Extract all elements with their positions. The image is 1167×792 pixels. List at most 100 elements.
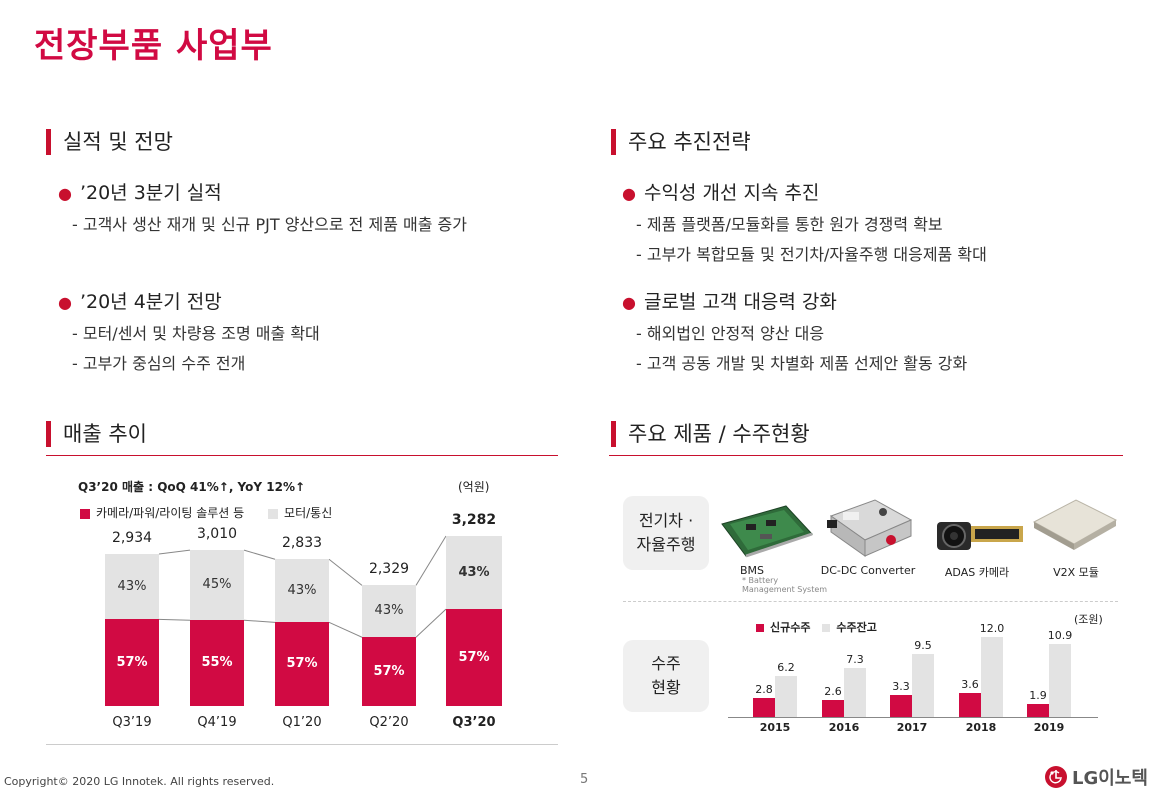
- orders-label-new: 3.3: [892, 680, 910, 693]
- orders-unit: (조원): [1074, 613, 1103, 626]
- connector-line: [158, 618, 191, 621]
- bar-segment-motor: [190, 550, 244, 621]
- connector-line: [328, 558, 363, 586]
- bullet-icon: ●: [622, 293, 636, 312]
- orders-year-label: 2015: [759, 721, 791, 734]
- connector-line: [415, 535, 447, 586]
- product-label-bms: BMS: [739, 564, 765, 577]
- bar-label-camera: 57%: [458, 649, 490, 665]
- dc-dc-converter-image: [827, 499, 913, 557]
- connector-line: [415, 608, 447, 638]
- row-divider: [623, 601, 1118, 602]
- product-label-v2x: V2X 모듈: [1053, 566, 1099, 579]
- x-axis-tick-label: Q4’19: [197, 715, 237, 730]
- legend-swatch: [80, 508, 90, 519]
- performance-list: ● ’20년 3분기 실적 - 고객사 생산 재개 및 신규 PJT 양산으로 전…: [58, 178, 467, 235]
- bullet-icon: ●: [58, 293, 72, 312]
- orders-label-new: 3.6: [961, 678, 979, 691]
- bar-segment-camera: [275, 622, 329, 706]
- orders-bar-new: [1027, 704, 1049, 717]
- orders-bar-backlog: [1049, 644, 1071, 717]
- orders-bar-backlog: [775, 675, 797, 717]
- performance-item-title: ● ’20년 3분기 실적: [58, 182, 222, 204]
- connector-line: [328, 621, 363, 638]
- strategy-item-sub: - 고객 공동 개발 및 차별화 제품 선제안 활동 강화: [636, 354, 968, 373]
- bar-label-camera: 57%: [286, 656, 318, 672]
- sales-summary: Q3’20 매출 : QoQ 41%↑, YoY 12%↑: [78, 480, 306, 494]
- bar-segment-camera: [105, 619, 159, 706]
- orders-year-label: 2017: [896, 721, 928, 734]
- strategy-item-sub: - 고부가 복합모듈 및 전기차/자율주행 대응제품 확대: [636, 245, 987, 264]
- bar-segment-motor: [105, 554, 159, 620]
- orders-label-backlog: 10.9: [1047, 629, 1073, 643]
- bar-segment-camera: [362, 637, 416, 706]
- bar-label-motor: 43%: [374, 603, 404, 619]
- x-axis-tick-label: Q3’20: [452, 715, 496, 730]
- lg-logo-icon: [1045, 766, 1067, 788]
- orders-bar-new: [890, 695, 912, 717]
- legend-swatch: [268, 508, 279, 519]
- bar-segment-motor: [275, 559, 329, 623]
- page-title: 전장부품 사업부: [34, 26, 273, 66]
- adas-camera-image: [937, 522, 1023, 550]
- sales-legend: 카메라/파워/라이팅 솔루션 등 모터/통신: [80, 504, 332, 521]
- connector-line: [158, 549, 191, 555]
- bar-total-label: 2,329: [368, 561, 410, 578]
- bar-label-motor: 45%: [202, 577, 232, 593]
- section-divider: [609, 455, 1123, 456]
- legend-swatch: [822, 624, 831, 632]
- orders-label-new: 2.8: [755, 683, 773, 697]
- product-label-adas: ADAS 카메라: [944, 566, 1010, 579]
- orders-label-new: 2.6: [824, 684, 842, 698]
- orders-bar-backlog: [912, 653, 934, 717]
- x-axis-tick-label: Q1’20: [282, 715, 322, 730]
- performance-item-sub: - 고객사 생산 재개 및 신규 PJT 양산으로 전 제품 매출 증가: [72, 215, 467, 234]
- copyright: Copyright© 2020 LG Innotek. All rights r…: [4, 775, 275, 788]
- bar-label-camera: 57%: [373, 663, 405, 679]
- section-heading-strategy: 주요 추진전략: [611, 129, 751, 155]
- orders-bar-backlog: [844, 668, 866, 717]
- orders-bar-new: [822, 699, 844, 717]
- forecast-item-title: ● ’20년 4분기 전망: [58, 291, 222, 313]
- connector-line: [243, 549, 276, 560]
- section-heading-sales: 매출 추이: [46, 421, 147, 447]
- bar-segment-motor: [446, 536, 502, 610]
- orders-bar-new: [753, 698, 775, 717]
- orders-axis: [728, 717, 1098, 718]
- bar-total-label: 3,010: [196, 526, 238, 543]
- bullet-icon: ●: [622, 184, 636, 203]
- x-axis-tick-label: Q2’20: [369, 715, 409, 730]
- orders-bar-backlog: [981, 637, 1003, 717]
- orders-label-pill: 수주 현황: [623, 640, 709, 712]
- strategy-item-sub: - 해외법인 안정적 양산 대응: [636, 324, 825, 343]
- orders-label-backlog: 6.2: [777, 660, 795, 674]
- orders-label-backlog: 12.0: [979, 622, 1005, 635]
- strategy-item-title: ● 수익성 개선 지속 추진: [622, 182, 820, 204]
- strategy-item-sub: - 제품 플랫폼/모듈화를 통한 원가 경쟁력 확보: [636, 215, 943, 234]
- bullet-icon: ●: [58, 184, 72, 203]
- section-heading-products: 주요 제품 / 수주현황: [611, 421, 810, 447]
- bar-label-motor: 43%: [117, 578, 147, 594]
- chart-bottom-rule: [46, 744, 558, 745]
- section-heading-performance: 실적 및 전망: [46, 129, 173, 155]
- orders-label-backlog: 7.3: [846, 653, 864, 667]
- x-axis-tick-label: Q3’19: [112, 715, 152, 730]
- orders-year-label: 2019: [1033, 721, 1065, 734]
- orders-label-backlog: 9.5: [914, 638, 932, 652]
- bar-label-camera: 57%: [116, 654, 148, 670]
- forecast-item-sub: - 고부가 중심의 수주 전개: [72, 354, 246, 373]
- bar-label-motor: 43%: [458, 564, 490, 580]
- bar-total-label: 3,282: [451, 512, 497, 528]
- bar-label-motor: 43%: [287, 582, 317, 598]
- strategy-item-title: ● 글로벌 고객 대응력 강화: [622, 291, 837, 313]
- orders-legend: 신규수주 수주잔고: [756, 619, 877, 635]
- bms-image: [721, 505, 813, 558]
- product-label-dcdc: DC-DC Converter: [820, 564, 916, 577]
- logo: LG이노텍: [1044, 764, 1148, 790]
- orders-year-label: 2016: [828, 721, 860, 734]
- strategy-list-1: ● 수익성 개선 지속 추진 - 제품 플랫폼/모듈화를 통한 원가 경쟁력 확보…: [622, 178, 987, 265]
- orders-year-label: 2018: [965, 721, 997, 734]
